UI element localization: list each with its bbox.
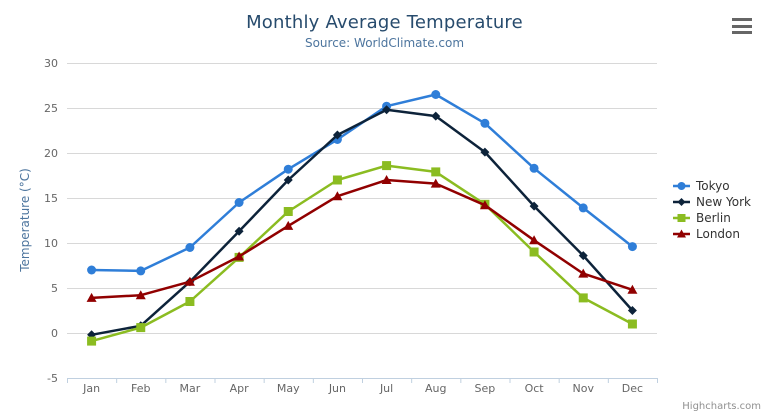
y-tick-label: 5 <box>51 282 58 295</box>
square-marker-icon <box>136 323 146 333</box>
circle-marker-icon <box>578 203 588 213</box>
triangle-marker-icon <box>184 276 195 286</box>
diamond-marker-icon <box>480 147 490 157</box>
square-marker-icon <box>431 167 441 177</box>
triangle-marker-icon <box>578 268 589 278</box>
legend: Tokyo New York Berlin London <box>673 179 751 241</box>
x-tick-label: Jul <box>379 382 393 395</box>
triangle-marker-icon <box>627 284 638 294</box>
legend-label: London <box>696 227 740 241</box>
series-line <box>90 178 634 300</box>
circle-marker-icon <box>431 90 441 99</box>
x-tick-label: Dec <box>622 382 643 395</box>
triangle-marker-icon <box>529 235 540 245</box>
circle-marker-icon <box>529 163 539 173</box>
triangle-marker-icon <box>332 191 343 201</box>
circle-marker-icon <box>87 265 97 275</box>
legend-symbol <box>673 198 690 206</box>
triangle-marker-icon <box>430 178 441 188</box>
legend-item-new-york[interactable]: New York <box>673 195 751 209</box>
x-tick-label: Feb <box>131 382 150 395</box>
circle-marker-icon <box>627 242 637 252</box>
diamond-marker-icon <box>431 111 441 121</box>
square-marker-icon <box>627 319 637 329</box>
square-marker-icon <box>87 336 97 346</box>
series-line <box>90 164 634 343</box>
x-tick-label: Oct <box>525 382 545 395</box>
triangle-marker-icon <box>135 290 146 300</box>
circle-marker-icon <box>234 198 244 207</box>
series-new-york[interactable] <box>87 105 637 340</box>
square-marker-icon <box>529 247 539 257</box>
diamond-marker-icon <box>283 175 293 185</box>
y-tick-label: -5 <box>47 372 58 385</box>
x-tick-label: Aug <box>425 382 446 395</box>
x-tick-label: Mar <box>180 382 201 395</box>
diamond-marker-icon <box>332 130 342 140</box>
circle-marker-icon <box>480 118 490 128</box>
circle-marker-icon <box>136 266 146 276</box>
series-london[interactable] <box>86 175 638 302</box>
square-marker-icon <box>578 293 588 303</box>
legend-item-tokyo[interactable]: Tokyo <box>673 179 751 193</box>
diamond-marker-icon <box>677 198 686 206</box>
hamburger-bar <box>732 24 752 28</box>
diamond-marker-icon <box>529 201 539 211</box>
y-axis-title: Temperature (°C) <box>18 168 32 272</box>
chart-subtitle: Source: WorldClimate.com <box>304 36 465 50</box>
triangle-marker-icon <box>381 175 392 184</box>
hamburger-icon[interactable] <box>731 17 753 35</box>
square-marker-icon <box>332 175 342 185</box>
x-tick-label: Jan <box>82 382 100 395</box>
y-tick-label: 0 <box>51 327 58 340</box>
legend-label: New York <box>696 195 751 209</box>
x-tick-label: Apr <box>230 382 250 395</box>
series-line <box>90 93 634 273</box>
triangle-marker-icon <box>234 251 245 261</box>
hamburger-bar <box>732 18 752 21</box>
series-line <box>90 108 634 337</box>
circle-marker-icon <box>185 243 195 252</box>
x-tick-label: Jun <box>328 382 346 395</box>
diamond-marker-icon <box>627 306 637 315</box>
legend-label: Tokyo <box>696 179 730 193</box>
legend-item-berlin[interactable]: Berlin <box>673 211 751 225</box>
circle-marker-icon <box>283 164 293 174</box>
triangle-marker-icon <box>86 292 97 302</box>
triangle-marker-icon <box>283 220 294 230</box>
legend-symbol <box>673 229 690 238</box>
diamond-marker-icon <box>578 251 588 261</box>
square-marker-icon <box>185 297 195 306</box>
credits-link[interactable]: Highcharts.com <box>682 401 761 412</box>
y-tick-label: 15 <box>44 192 58 205</box>
legend-symbol <box>673 182 690 190</box>
diamond-marker-icon <box>234 226 244 236</box>
x-tick-label: Sep <box>475 382 496 395</box>
y-tick-label: 30 <box>44 57 58 70</box>
chart-title: Monthly Average Temperature <box>246 12 523 33</box>
triangle-marker-icon <box>677 229 686 238</box>
legend-item-london[interactable]: London <box>673 227 751 241</box>
x-tick-label: Nov <box>573 382 595 395</box>
square-marker-icon <box>283 207 293 216</box>
y-tick-label: 25 <box>44 102 58 115</box>
triangle-marker-icon <box>479 200 490 210</box>
y-tick-label: 10 <box>44 237 58 250</box>
diamond-marker-icon <box>382 105 392 115</box>
legend-symbol <box>673 214 690 222</box>
series-tokyo[interactable] <box>87 90 637 276</box>
circle-marker-icon <box>677 182 686 190</box>
square-marker-icon <box>382 161 392 171</box>
y-tick-label: 20 <box>44 147 58 160</box>
legend-label: Berlin <box>696 211 731 225</box>
hamburger-bar <box>732 31 752 34</box>
x-tick-label: May <box>277 382 300 395</box>
square-marker-icon <box>677 214 686 222</box>
